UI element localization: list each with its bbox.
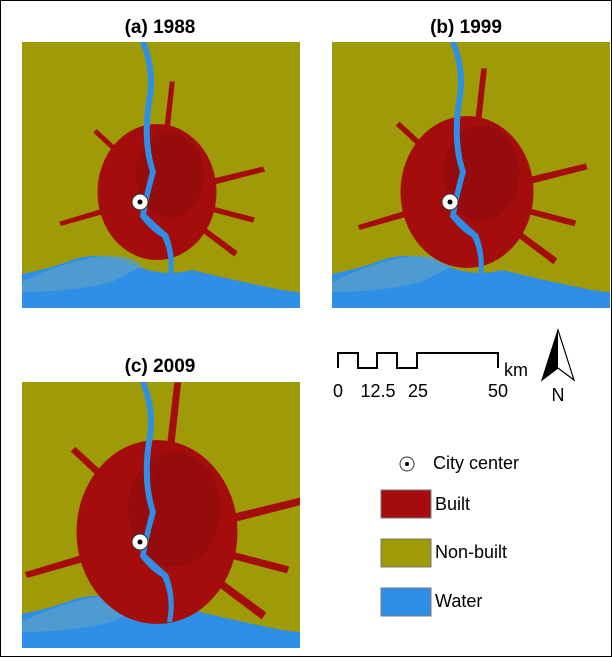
legend-label: City center: [433, 453, 519, 473]
scale-label: 0: [333, 381, 343, 401]
figure: (a) 1988 (b) 1999 (c) 2009 012.52550 km …: [0, 0, 612, 657]
legend-swatch: [381, 588, 431, 616]
scale-label: 25: [408, 381, 428, 401]
panel-title: (b) 1999: [430, 17, 502, 38]
north-label: N: [552, 385, 565, 405]
legend-symbol: [405, 462, 409, 466]
panel-title: (c) 2009: [125, 356, 196, 377]
panel-title: (a) 1988: [125, 17, 196, 38]
scale-unit: km: [504, 360, 528, 380]
map: [22, 382, 303, 648]
scale-label: 50: [488, 381, 508, 401]
legend-swatch: [381, 490, 431, 518]
map: [332, 42, 610, 308]
legend-label: Built: [435, 494, 470, 514]
legend-label: Water: [435, 591, 482, 611]
scale-label: 12.5: [360, 381, 395, 401]
legend-label: Non-built: [435, 542, 507, 562]
legend-swatch: [381, 539, 431, 567]
map: [22, 42, 300, 308]
